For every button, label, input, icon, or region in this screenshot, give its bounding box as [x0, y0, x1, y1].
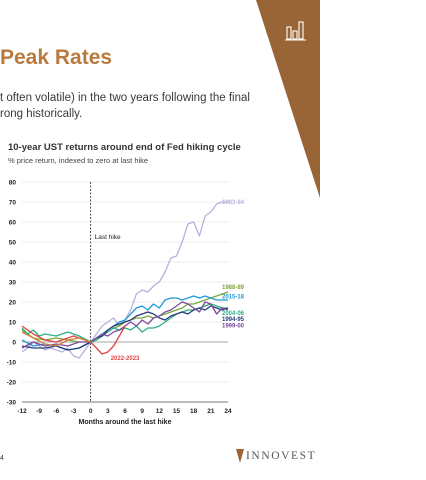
- page-number: 4: [0, 455, 4, 462]
- series-label: 1988-89: [222, 285, 245, 291]
- x-tick-label: -6: [53, 408, 59, 415]
- logo-text: INNOVEST: [246, 450, 317, 462]
- series-line: [21, 201, 228, 359]
- series-label: 2022-2023: [111, 356, 140, 362]
- body-line-1: t often volatile) in the two years follo…: [0, 92, 250, 104]
- brown-corner-shape: [256, 0, 320, 198]
- x-tick-label: 24: [224, 408, 232, 415]
- body-text: t often volatile) in the two years follo…: [0, 91, 250, 122]
- x-tick-label: 21: [207, 408, 215, 415]
- x-tick-label: -9: [36, 408, 42, 415]
- series-line: [21, 305, 229, 351]
- y-tick-label: -20: [7, 380, 17, 387]
- logo-triangle-icon: [236, 449, 244, 463]
- page-title: Peak Rates: [0, 46, 113, 69]
- series-line: [21, 301, 229, 349]
- y-tick-label: 40: [9, 260, 17, 267]
- chart-subtitle: % price return, indexed to zero at last …: [8, 156, 149, 165]
- x-axis-title: Months around the last hike: [79, 419, 172, 426]
- series-label: 1999-00: [222, 323, 245, 329]
- series-line: [21, 331, 91, 347]
- series-line: [21, 291, 229, 343]
- series-label: 1983-84: [222, 200, 245, 206]
- x-tick-label: 12: [156, 408, 164, 415]
- y-tick-label: 80: [9, 180, 17, 187]
- x-tick-label: 0: [89, 408, 93, 415]
- y-tick-label: 70: [9, 200, 17, 207]
- series-label: 2015-18: [222, 294, 245, 300]
- y-tick-label: 10: [9, 320, 17, 327]
- y-tick-label: 60: [9, 220, 17, 227]
- y-tick-label: 0: [12, 340, 16, 347]
- y-tick-label: -30: [7, 400, 17, 407]
- x-tick-label: 18: [190, 408, 198, 415]
- body-line-2: rong historically.: [0, 107, 83, 120]
- x-tick-label: -12: [17, 408, 27, 415]
- series-label: 2004-06: [222, 311, 245, 317]
- y-tick-label: 20: [9, 300, 17, 307]
- bar-chart-icon: [285, 21, 306, 41]
- innovest-logo: INNOVEST: [236, 449, 316, 463]
- x-tick-label: 9: [140, 408, 144, 415]
- x-tick-label: 3: [106, 408, 110, 415]
- last-hike-label: Last hike: [95, 234, 121, 241]
- x-tick-label: 6: [123, 408, 127, 415]
- chart-title: 10-year UST returns around end of Fed hi…: [8, 142, 241, 153]
- x-tick-label: -3: [71, 408, 77, 415]
- x-tick-label: 15: [173, 408, 181, 415]
- y-tick-label: 50: [9, 240, 17, 247]
- y-tick-label: 30: [9, 280, 17, 287]
- series-label: 1994-95: [222, 317, 245, 323]
- y-tick-label: -10: [7, 360, 17, 367]
